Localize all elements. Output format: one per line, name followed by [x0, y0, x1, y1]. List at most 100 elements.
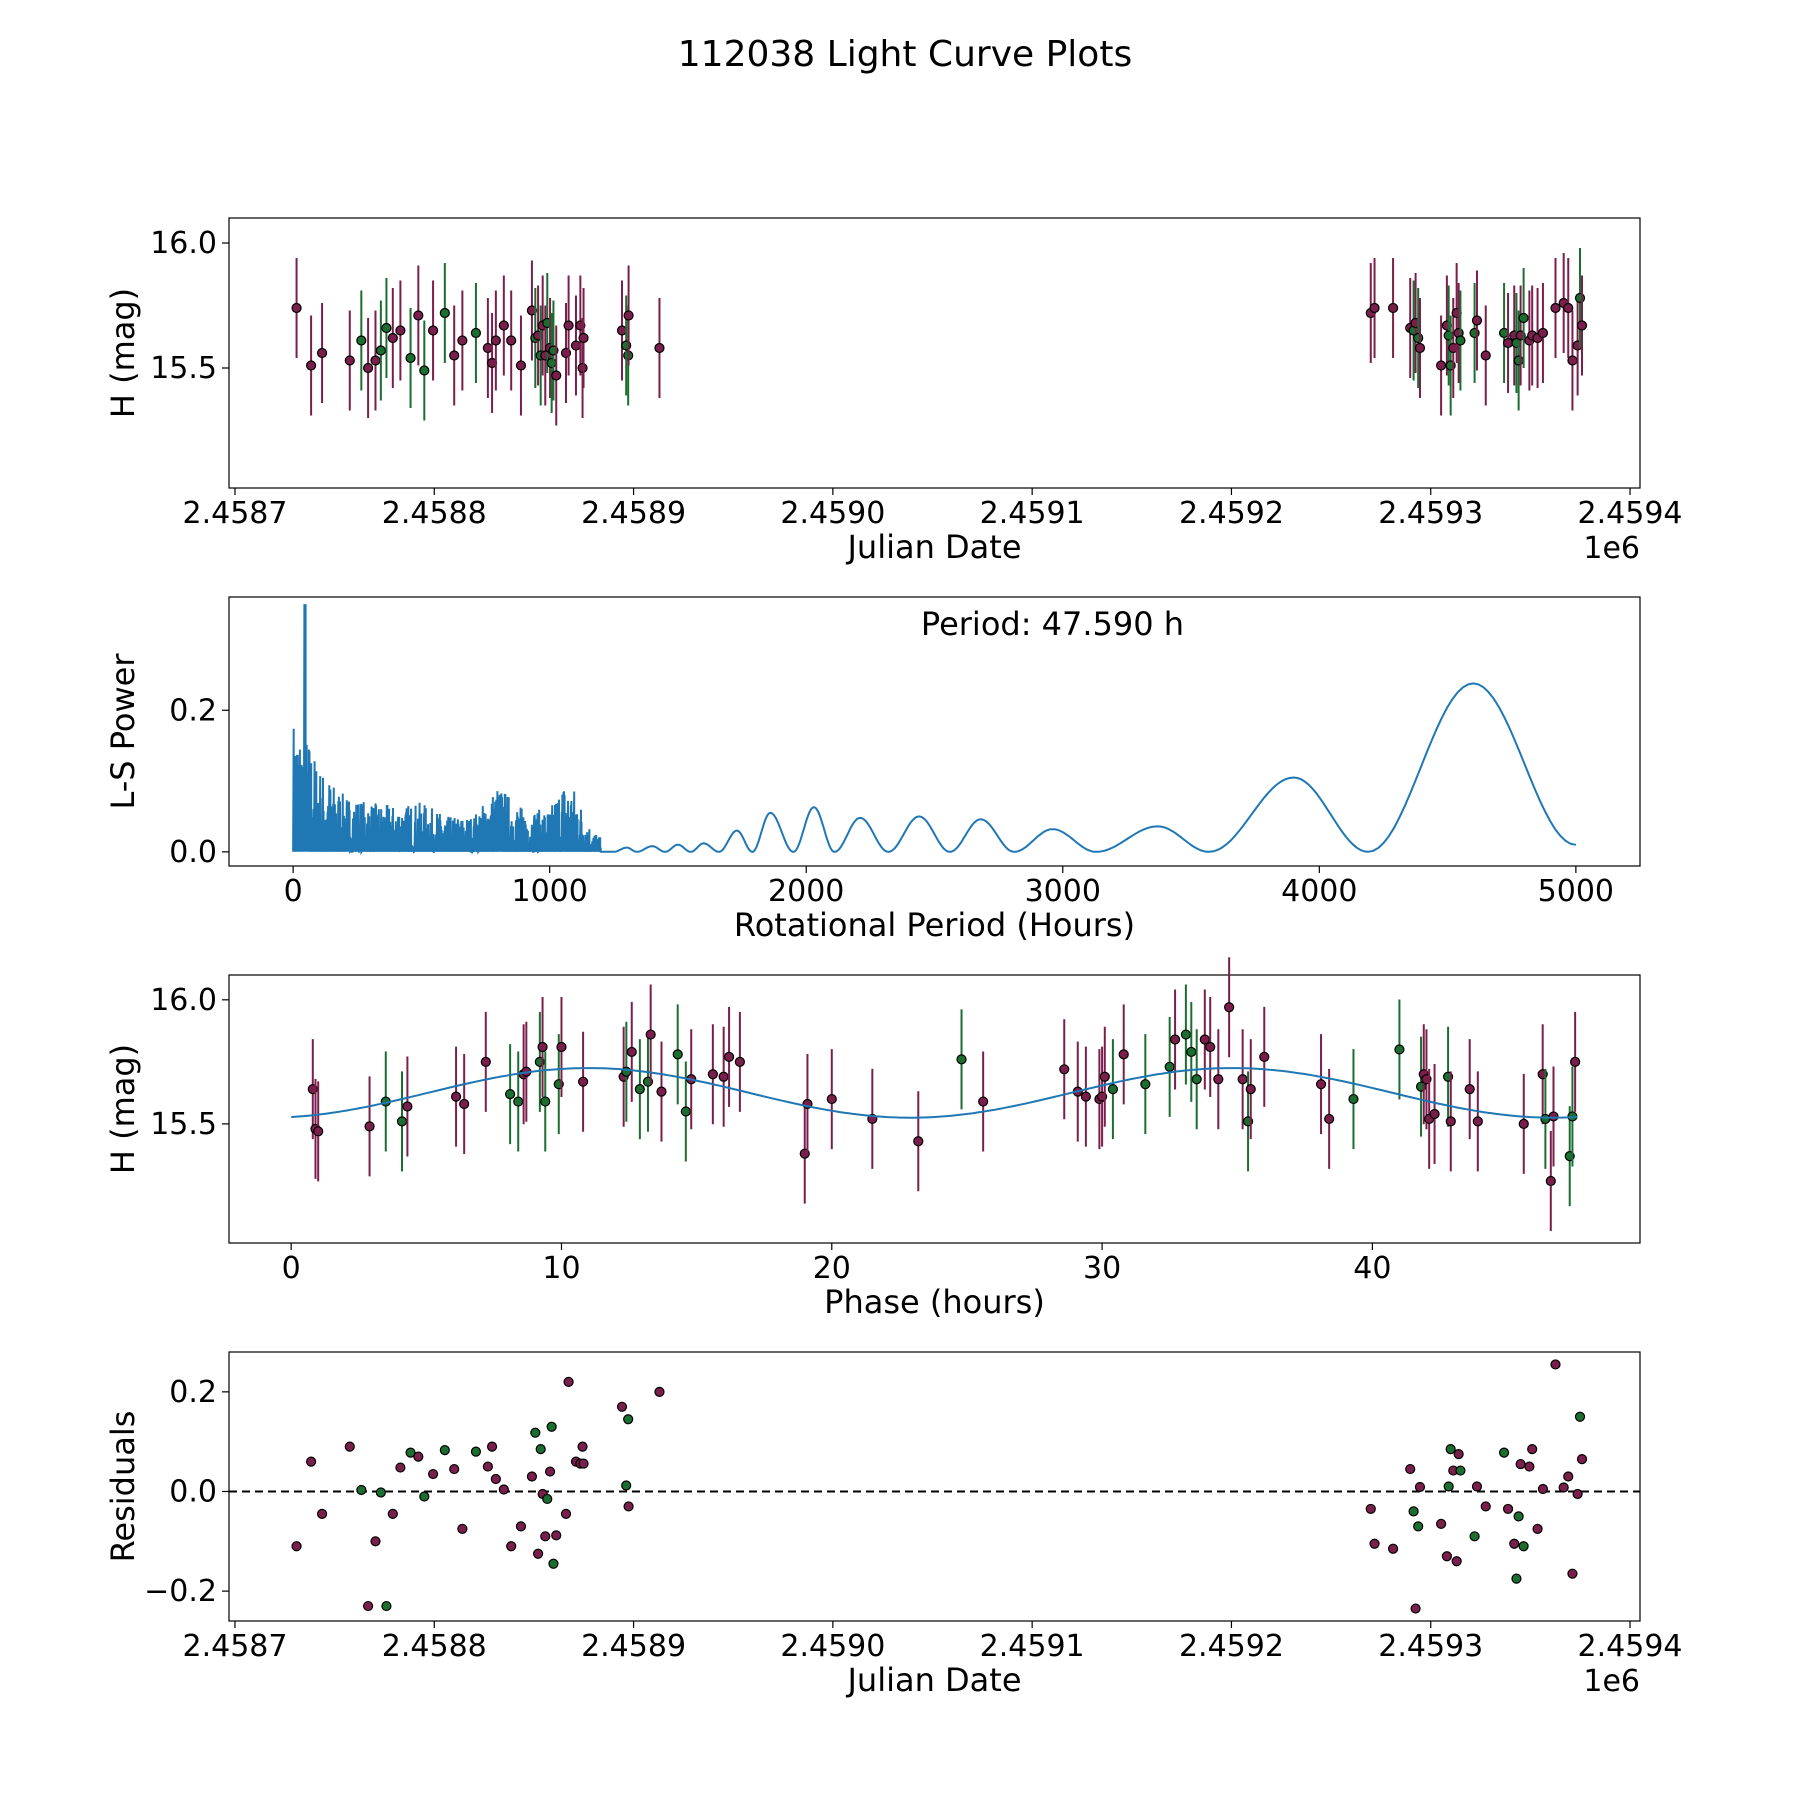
residual-point: [1527, 1444, 1538, 1455]
x-axis-label: Julian Date: [845, 1661, 1021, 1699]
data-point: [1471, 315, 1483, 326]
phase-point: [634, 1084, 645, 1095]
data-point: [1413, 332, 1424, 344]
residual-point: [375, 1487, 386, 1498]
x-tick-label: 2.4593: [1378, 1629, 1483, 1664]
data-point: [498, 320, 509, 331]
x-tick-label: 3000: [1025, 874, 1101, 909]
residual-point: [578, 1458, 589, 1469]
data-point: [395, 325, 406, 336]
phase-point: [672, 1049, 683, 1060]
phase-point: [626, 1046, 637, 1058]
phase-point: [718, 1071, 729, 1082]
residual-point: [1563, 1471, 1574, 1482]
period-annotation: Period: 47.590 h: [921, 605, 1184, 643]
phase-point: [1118, 1049, 1129, 1060]
y-tick-label: 16.0: [150, 983, 217, 1018]
residual-point: [395, 1462, 406, 1473]
residual-point: [490, 1473, 501, 1485]
phase-point: [578, 1076, 589, 1087]
phase-point: [459, 1098, 470, 1110]
y-tick-label: 0.0: [169, 1474, 217, 1509]
residual-point: [1413, 1521, 1424, 1532]
residual-point: [457, 1523, 468, 1534]
residual-point: [530, 1427, 541, 1438]
data-point: [1550, 302, 1561, 314]
residual-point: [577, 1441, 588, 1452]
x-tick-label: 2.4590: [780, 1629, 885, 1664]
x-tick-label: 1000: [512, 874, 588, 909]
data-point: [1436, 360, 1447, 371]
residual-point: [449, 1463, 460, 1475]
phase-point: [505, 1089, 516, 1100]
phase-point: [645, 1029, 656, 1040]
phase-point: [707, 1069, 718, 1080]
residual-point: [1572, 1488, 1583, 1500]
residual-point: [1441, 1551, 1452, 1562]
residual-point: [533, 1548, 544, 1559]
residual-point: [1369, 1538, 1380, 1549]
data-point: [375, 345, 386, 356]
y-axis-label: H (mag): [104, 288, 142, 418]
residual-point: [1513, 1511, 1524, 1522]
x-offset-label: 1e6: [1583, 531, 1640, 566]
x-tick-label: 0: [282, 1251, 301, 1286]
phase-point: [1259, 1051, 1270, 1062]
x-tick-label: 2.4592: [1179, 1629, 1284, 1664]
residual-point: [482, 1461, 493, 1472]
x-axis-label: Rotational Period (Hours): [734, 906, 1135, 944]
data-point: [316, 347, 328, 359]
panel-phase: 0 10 20 30 40 15.5 16.0 Phase (hours) H (mag): [104, 957, 1641, 1321]
phase-point: [826, 1093, 837, 1105]
phase-point: [1186, 1046, 1197, 1058]
residual-point: [413, 1451, 424, 1462]
residual-point: [1558, 1482, 1569, 1493]
phase-point: [537, 1041, 548, 1053]
residual-point: [1436, 1518, 1447, 1529]
y-tick-label: 16.0: [150, 226, 217, 261]
residual-point: [1405, 1463, 1416, 1475]
phase-point: [1570, 1056, 1581, 1067]
data-point: [1387, 302, 1399, 314]
phase-point: [1169, 1034, 1181, 1045]
data-point: [526, 305, 538, 316]
data-point: [1480, 350, 1491, 361]
x-tick-label: 4000: [1281, 874, 1357, 909]
phase-point: [1472, 1116, 1483, 1127]
residual-point: [1469, 1531, 1480, 1542]
data-point: [616, 325, 628, 336]
residual-point: [542, 1493, 553, 1505]
phase-point: [364, 1121, 375, 1132]
x-tick-label: 2.4587: [182, 1629, 287, 1664]
data-point: [570, 340, 582, 351]
panel-periodogram: 0 1000 2000 3000 4000 5000 0.0 0.2 Rotational Pe…: [104, 596, 1641, 944]
y-tick-label: −0.2: [144, 1574, 217, 1609]
x-tick-label: 2.4589: [581, 496, 686, 531]
residual-point: [470, 1446, 482, 1457]
phase-point: [450, 1091, 462, 1102]
residual-point: [291, 1541, 302, 1552]
residual-point: [1365, 1503, 1376, 1515]
x-tick-label: 2.4594: [1578, 496, 1683, 531]
y-tick-label: 15.5: [150, 351, 217, 386]
residual-point: [506, 1541, 517, 1552]
figure-title: 112038 Light Curve Plots: [678, 34, 1132, 75]
phase-point: [978, 1096, 989, 1107]
phase-point: [1518, 1118, 1529, 1129]
phase-point: [734, 1056, 745, 1067]
phase-point: [1237, 1074, 1248, 1085]
x-tick-label: 2000: [768, 874, 844, 909]
phase-point: [1164, 1061, 1175, 1072]
data-point: [578, 332, 589, 344]
residual-point: [1532, 1523, 1543, 1534]
y-tick-label: 0.2: [169, 693, 217, 728]
phase-point: [1445, 1116, 1456, 1127]
phase-point: [1107, 1084, 1119, 1095]
phase-point: [1080, 1091, 1091, 1102]
residual-point: [306, 1456, 317, 1467]
phase-point: [913, 1136, 924, 1147]
data-point: [387, 332, 398, 344]
residual-point: [405, 1447, 416, 1458]
data-point: [457, 335, 468, 346]
residual-point: [1515, 1458, 1526, 1470]
